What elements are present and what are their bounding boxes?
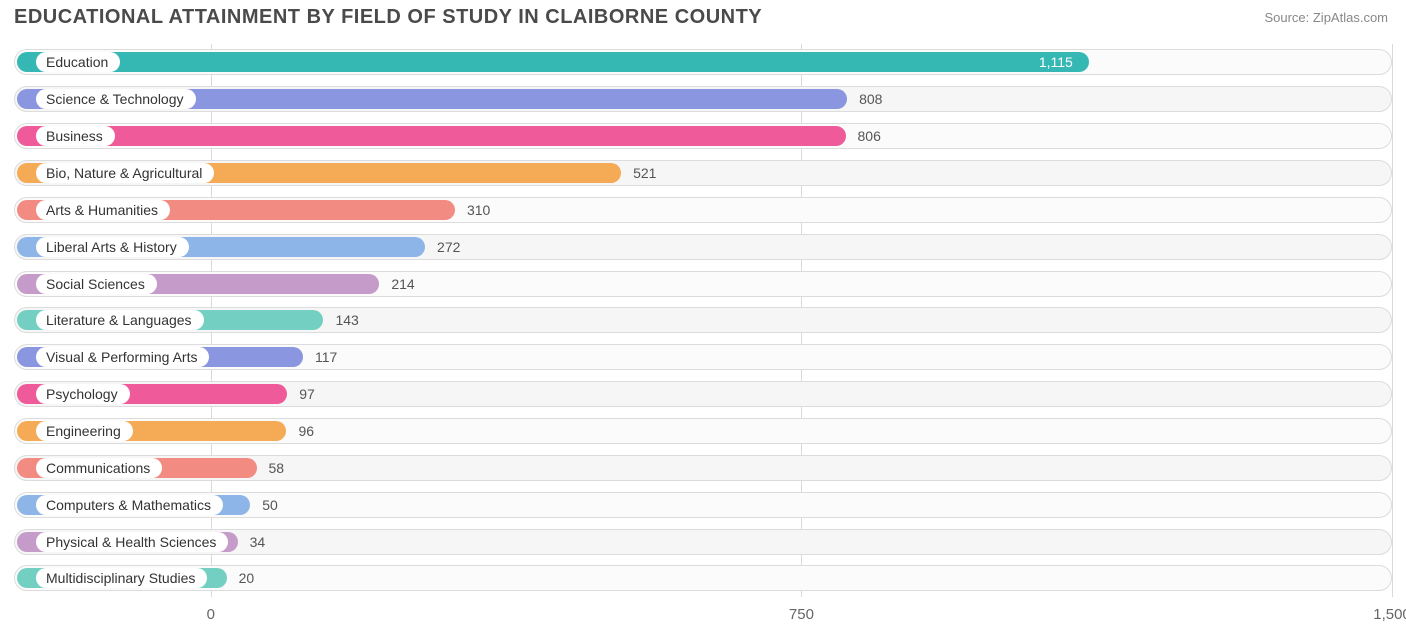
gridline <box>1392 44 1393 597</box>
bar-row: Visual & Performing Arts 117 <box>14 342 1392 372</box>
bar-row: Business 806 <box>14 121 1392 151</box>
category-pill: Literature & Languages <box>36 310 204 330</box>
bar-row: Social Sciences 214 <box>14 269 1392 299</box>
category-pill: Multidisciplinary Studies <box>36 568 207 588</box>
category-pill: Engineering <box>36 421 133 441</box>
bar-row: Multidisciplinary Studies 20 <box>14 563 1392 593</box>
category-pill: Computers & Mathematics <box>36 495 223 515</box>
category-pill: Psychology <box>36 384 130 404</box>
bar-row: Computers & Mathematics 50 <box>14 490 1392 520</box>
chart-source: Source: ZipAtlas.com <box>1264 10 1388 25</box>
bar <box>17 52 1089 72</box>
bar-row: Engineering 96 <box>14 416 1392 446</box>
bar-row: Bio, Nature & Agricultural 521 <box>14 158 1392 188</box>
category-pill: Liberal Arts & History <box>36 237 189 257</box>
category-pill: Arts & Humanities <box>36 200 170 220</box>
chart-title: EDUCATIONAL ATTAINMENT BY FIELD OF STUDY… <box>14 6 762 29</box>
bar-row: Communications 58 <box>14 453 1392 483</box>
category-pill: Science & Technology <box>36 89 196 109</box>
bar-value: 34 <box>250 534 266 550</box>
category-pill: Bio, Nature & Agricultural <box>36 163 214 183</box>
category-pill: Physical & Health Sciences <box>36 532 228 552</box>
bar-row: Psychology 97 <box>14 379 1392 409</box>
x-tick-label: 750 <box>789 606 814 623</box>
category-pill: Social Sciences <box>36 274 157 294</box>
bar-value: 117 <box>315 349 337 365</box>
bar-value: 1,115 <box>1039 54 1073 70</box>
bar-value: 214 <box>391 276 414 292</box>
bar-row: Liberal Arts & History 272 <box>14 232 1392 262</box>
bar-value: 272 <box>437 239 460 255</box>
chart-container: EDUCATIONAL ATTAINMENT BY FIELD OF STUDY… <box>0 0 1406 631</box>
bar-value: 310 <box>467 202 490 218</box>
bar-value: 97 <box>299 386 315 402</box>
bar-value: 20 <box>239 570 255 586</box>
bar-row: Arts & Humanities 310 <box>14 195 1392 225</box>
bar-value: 806 <box>858 128 881 144</box>
category-pill: Visual & Performing Arts <box>36 347 209 367</box>
category-pill: Business <box>36 126 115 146</box>
bar-value: 521 <box>633 165 656 181</box>
category-pill: Communications <box>36 458 162 478</box>
x-tick-label: 1,500 <box>1373 606 1406 623</box>
category-pill: Education <box>36 52 120 72</box>
bar-rows: Education 1,115 Science & Technology 808 Bus… <box>14 44 1392 597</box>
x-tick-label: 0 <box>207 606 215 623</box>
bar-value: 50 <box>262 497 278 513</box>
bar-value: 143 <box>335 312 358 328</box>
bar-row: Literature & Languages 143 <box>14 305 1392 335</box>
bar-value: 96 <box>298 423 314 439</box>
bar-row: Education 1,115 <box>14 47 1392 77</box>
bar-value: 58 <box>269 460 285 476</box>
bar <box>17 126 846 146</box>
bar-value: 808 <box>859 91 882 107</box>
bar-row: Physical & Health Sciences 34 <box>14 527 1392 557</box>
bar-row: Science & Technology 808 <box>14 84 1392 114</box>
